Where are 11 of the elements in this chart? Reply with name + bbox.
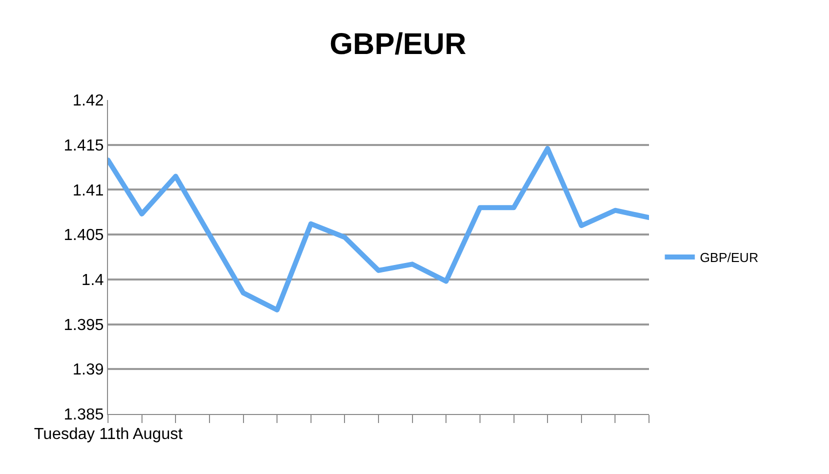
y-tick-label: 1.405 xyxy=(64,227,104,244)
y-tick-label: 1.42 xyxy=(72,92,104,110)
y-tick-label: 1.385 xyxy=(64,406,104,424)
x-tick-label: Tuesday 11th August xyxy=(34,426,184,443)
legend-label: GBP/EUR xyxy=(700,250,758,266)
y-tick-label: 1.41 xyxy=(72,182,104,200)
chart-title: GBP/EUR xyxy=(330,28,467,62)
y-tick-label: 1.39 xyxy=(72,362,104,379)
y-tick-label: 1.4 xyxy=(82,272,104,290)
y-tick-label: 1.395 xyxy=(64,316,104,334)
y-tick-label: 1.415 xyxy=(64,137,104,154)
